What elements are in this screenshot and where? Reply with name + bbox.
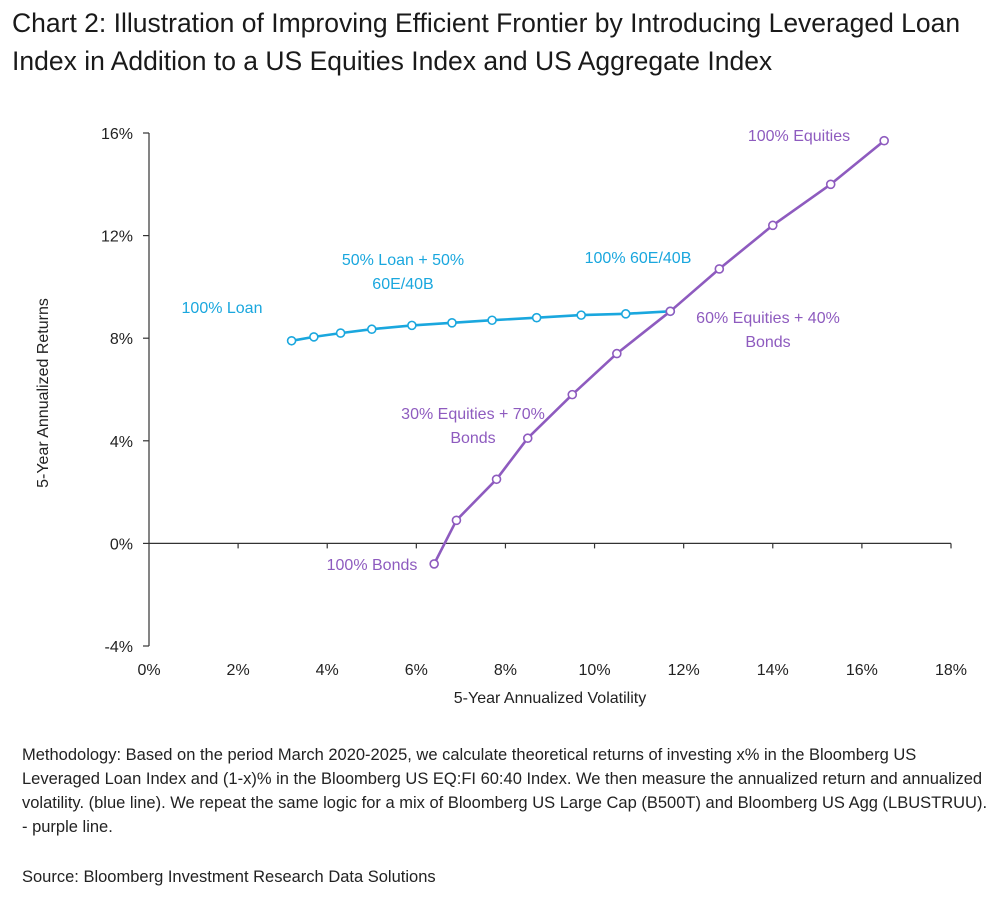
annotation-line: 60E/40B (372, 276, 433, 293)
annotation-line: 60% Equities + 40% (696, 310, 840, 327)
axes: -4%0%4%8%12%16%0% 2% 4% 6% 8% 10% 12% 14% 16% 18% (101, 126, 967, 679)
x-tick-label: 18% (935, 662, 967, 679)
x-tick-label: 12% (668, 662, 700, 679)
y-tick-label: 8% (110, 331, 133, 348)
data-point (309, 332, 319, 342)
data-point (522, 433, 533, 444)
annotation-line: 30% Equities + 70% (401, 406, 545, 423)
methodology-note: Methodology: Based on the period March 2… (22, 746, 988, 836)
series-line (433, 139, 886, 565)
annotation-line: Bonds (450, 430, 495, 447)
annotation-line: 100% Bonds (327, 557, 418, 574)
y-tick-label: 4% (110, 434, 133, 451)
chart-title: Chart 2: Illustration of Improving Effic… (12, 8, 961, 76)
x-tick-label: 16% (846, 662, 878, 679)
data-point (407, 320, 417, 331)
x-tick-label: 14% (757, 662, 789, 679)
data-point (620, 309, 631, 319)
data-point (366, 324, 377, 335)
series-equities-bonds (429, 135, 889, 569)
y-tick-label: -4% (105, 639, 133, 656)
x-axis-label: 5-Year Annualized Volatility (454, 690, 646, 707)
annotation-line: 100% 60E/40B (585, 250, 692, 267)
chart: -4%0%4%8%12%16%0% 2% 4% 6% 8% 10% 12% 14% 16% 18%… (35, 126, 967, 707)
annotation-label: 100% Bonds (327, 557, 418, 574)
data-point (491, 474, 502, 485)
series-loan (286, 306, 676, 346)
annotation-label: 50% Loan + 50% 60E/40B (342, 252, 464, 293)
x-tick-label: 10% (579, 662, 611, 679)
data-point (487, 315, 497, 326)
data-point (612, 348, 622, 359)
data-point (335, 328, 346, 338)
annotation-line: 50% Loan + 50% (342, 252, 464, 269)
x-tick-label: 6% (405, 662, 428, 679)
data-point (531, 312, 542, 323)
data-point (567, 389, 578, 400)
series-layer (286, 135, 889, 569)
annotation-label: 100% Loan (182, 300, 263, 317)
x-tick-label: 4% (316, 662, 339, 679)
series-line (291, 310, 671, 343)
x-tick-label: 0% (137, 662, 160, 679)
data-point (447, 318, 457, 328)
data-point (665, 306, 676, 317)
x-tick-label: 8% (494, 662, 517, 679)
data-point (879, 135, 889, 146)
y-axis-label: 5-Year Annualized Returns (35, 298, 52, 488)
data-point (451, 515, 462, 526)
data-point (429, 559, 439, 569)
data-point (714, 264, 725, 274)
source-note: Source: Bloomberg Investment Research Da… (22, 868, 436, 886)
annotation-label: 100% Equities (748, 128, 850, 145)
annotation-label: 100% 60E/40B (585, 250, 692, 267)
x-tick-label: 2% (227, 662, 250, 679)
data-point (286, 335, 297, 346)
y-tick-label: 12% (101, 229, 133, 246)
annotation-line: 100% Loan (182, 300, 263, 317)
y-tick-label: 16% (101, 126, 133, 143)
data-point (767, 220, 778, 231)
annotations: 100% Loan 50% Loan + 50% 60E/40B 100% 60E/4… (182, 128, 851, 574)
y-tick-label: 0% (110, 536, 133, 553)
annotation-line: 100% Equities (748, 128, 850, 145)
data-point (825, 179, 836, 190)
data-point (576, 310, 586, 320)
annotation-line: Bonds (745, 334, 790, 351)
annotation-label: 30% Equities + 70% Bonds (401, 406, 545, 447)
annotation-label: 60% Equities + 40% Bonds (696, 310, 840, 351)
